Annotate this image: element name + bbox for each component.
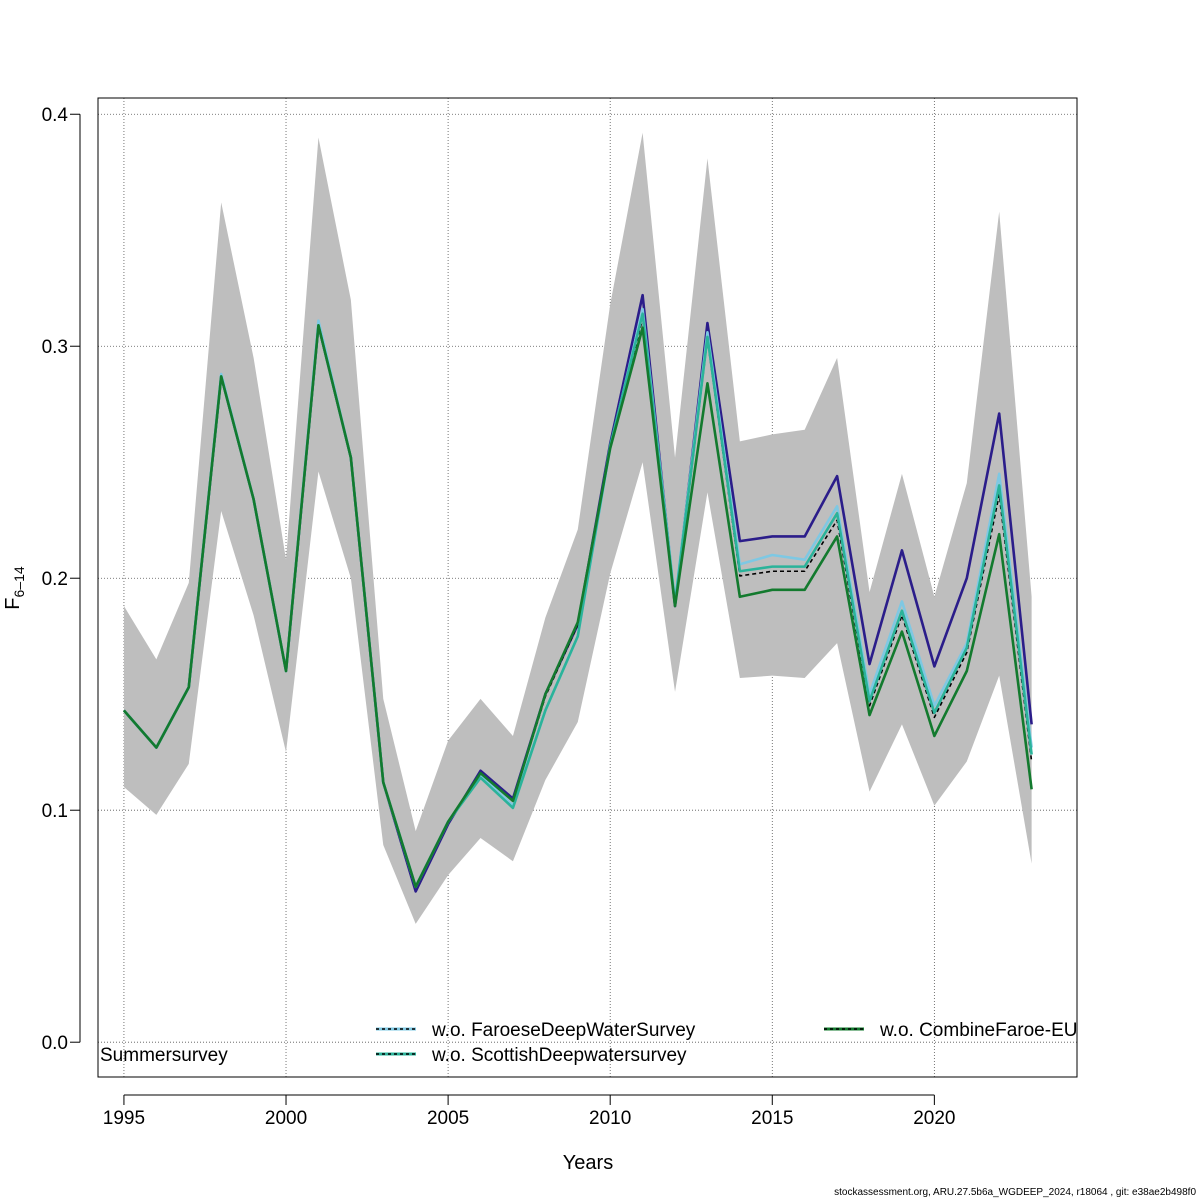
plot-frame	[97, 97, 1078, 1078]
y-tick-label-1: 0.1	[42, 801, 68, 822]
x-tick-label-2005: 2005	[427, 1108, 469, 1129]
legend-entry-faroese: w.o. FaroeseDeepWaterSurvey	[376, 1020, 696, 1041]
series-line-4	[122, 324, 1033, 889]
legend-label-scottish: w.o. ScottishDeepwatersurvey	[431, 1045, 687, 1066]
legend-label-summer: Summersurvey	[100, 1045, 228, 1066]
legend: w.o. FaroeseDeepWaterSurvey w.o. Scottis…	[100, 1020, 1077, 1066]
x-axis-title: Years	[563, 1152, 613, 1174]
y-tick-label-2: 0.2	[42, 569, 68, 590]
footer-credit: stockassessment.org, ARU.27.5b6a_WGDEEP_…	[834, 1187, 1196, 1198]
x-tick-label-2020: 2020	[913, 1108, 955, 1129]
axes: 1995 2000 2005 2010 2015 2020 0.0 0.1 0.2 0.3 0.4	[42, 105, 956, 1129]
confidence-band	[123, 132, 1032, 924]
series-lines	[122, 293, 1033, 893]
y-axis-title-sub: 6–14	[11, 566, 27, 597]
confidence-band-area	[123, 132, 1032, 924]
legend-entry-combine: w.o. CombineFaroe-EU	[824, 1020, 1077, 1041]
legend-entry-scottish: w.o. ScottishDeepwatersurvey	[376, 1045, 687, 1066]
x-tick-label-2010: 2010	[589, 1108, 631, 1129]
x-tick-label-2000: 2000	[265, 1108, 307, 1129]
y-axis-title-main: F	[2, 597, 24, 609]
x-tick-label-2015: 2015	[751, 1108, 793, 1129]
y-tick-label-0: 0.0	[42, 1033, 68, 1054]
y-axis-title: F6–14	[2, 566, 27, 610]
legend-label-combine: w.o. CombineFaroe-EU	[879, 1020, 1077, 1041]
x-tick-label-1995: 1995	[103, 1108, 145, 1129]
y-tick-label-3: 0.3	[42, 337, 68, 358]
legend-label-faroese: w.o. FaroeseDeepWaterSurvey	[431, 1020, 696, 1041]
y-tick-label-4: 0.4	[42, 105, 69, 126]
